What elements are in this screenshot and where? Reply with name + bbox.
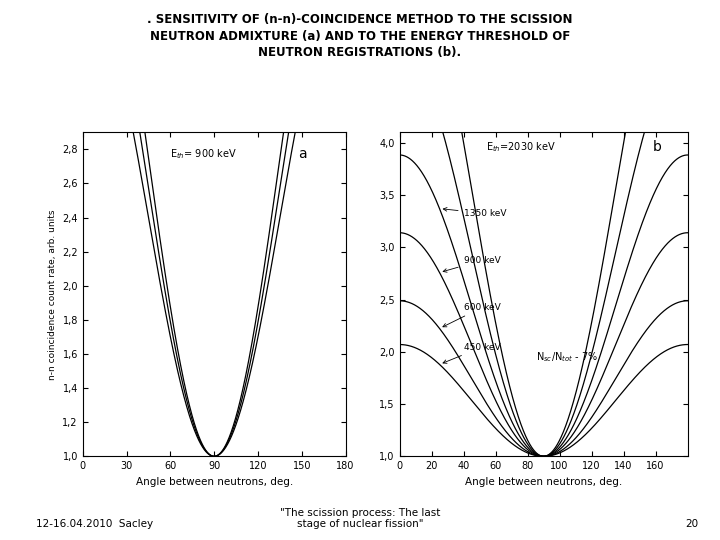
Text: 1700 keV: 1700 keV [0, 539, 1, 540]
Text: N$_{sci}$ / N$_{tot}$=10%: N$_{sci}$ / N$_{tot}$=10% [0, 539, 1, 540]
Text: N$_{sci}$ / N$_{tot}$=20%: N$_{sci}$ / N$_{tot}$=20% [0, 539, 1, 540]
Text: a: a [298, 147, 307, 161]
Text: 12-16.04.2010  Sacley: 12-16.04.2010 Sacley [36, 519, 153, 529]
Text: 1350 keV: 1350 keV [444, 207, 506, 218]
Text: . SENSITIVITY OF (n-n)-COINCIDENCE METHOD TO THE SCISSION: . SENSITIVITY OF (n-n)-COINCIDENCE METHO… [148, 14, 572, 26]
Text: 20: 20 [685, 519, 698, 529]
Text: E$_{th}$= 900 keV: E$_{th}$= 900 keV [169, 147, 236, 161]
Text: "The scission process: The last
stage of nuclear fission": "The scission process: The last stage of… [280, 508, 440, 529]
Text: N$_{sci}$ / N$_{tot}$=0%: N$_{sci}$ / N$_{tot}$=0% [0, 539, 1, 540]
Y-axis label: n-n coincidence count rate, arb. units: n-n coincidence count rate, arb. units [48, 209, 57, 380]
Text: NEUTRON ADMIXTURE (a) AND TO THE ENERGY THRESHOLD OF: NEUTRON ADMIXTURE (a) AND TO THE ENERGY … [150, 30, 570, 43]
Text: N$_{sc}$/N$_{tot}$ - 7%: N$_{sc}$/N$_{tot}$ - 7% [536, 350, 598, 364]
Text: 450 keV: 450 keV [443, 343, 500, 363]
Text: NEUTRON REGISTRATIONS (b).: NEUTRON REGISTRATIONS (b). [258, 46, 462, 59]
Text: b: b [653, 140, 662, 154]
Text: 600 keV: 600 keV [443, 303, 500, 327]
X-axis label: Angle between neutrons, deg.: Angle between neutrons, deg. [465, 477, 622, 487]
X-axis label: Angle between neutrons, deg.: Angle between neutrons, deg. [135, 477, 293, 487]
Text: E$_{th}$=2030 keV: E$_{th}$=2030 keV [486, 140, 556, 154]
Text: 900 keV: 900 keV [444, 256, 500, 272]
